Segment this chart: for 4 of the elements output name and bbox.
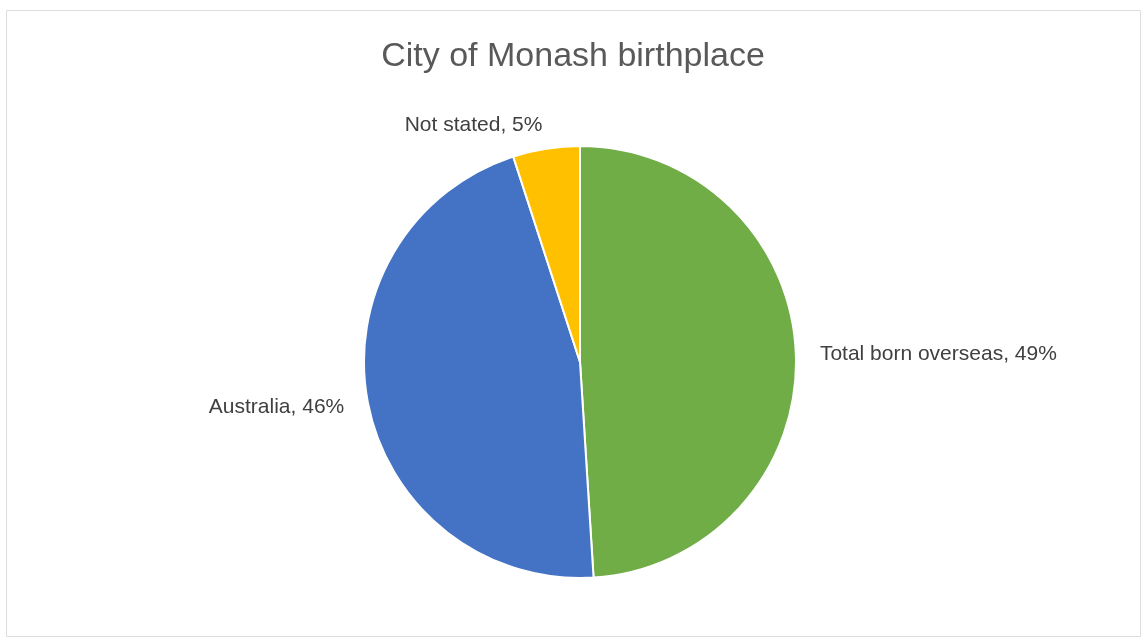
slice-label: Total born overseas, 49%: [819, 341, 1057, 365]
slice-label: Not stated, 5%: [404, 111, 543, 135]
slice-label: Australia, 46%: [208, 393, 345, 417]
chart-title: City of Monash birthplace: [381, 35, 765, 73]
